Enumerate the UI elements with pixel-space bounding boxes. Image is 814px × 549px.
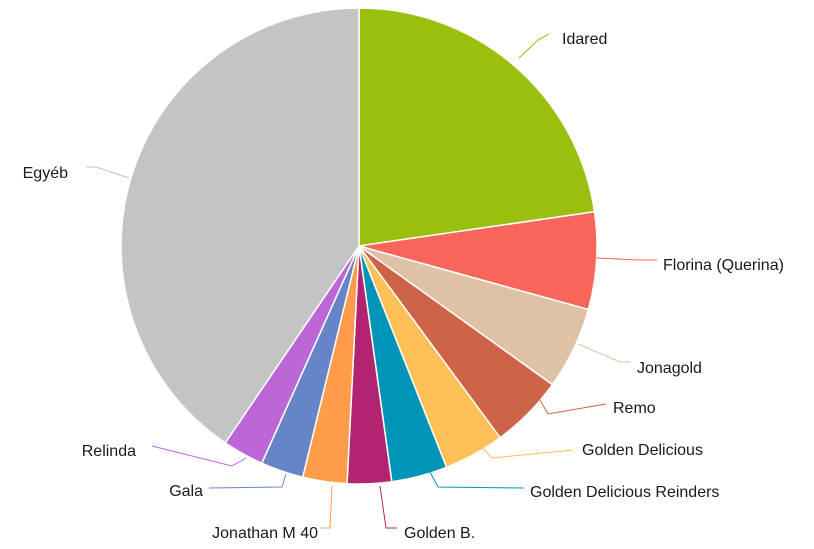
leader-line-golden-delicious-reinders <box>429 471 525 489</box>
slice-label-jonathan-m-40: Jonathan M 40 <box>212 525 318 542</box>
leader-line-jonathan-m-40 <box>321 485 333 529</box>
slice-label-golden-delicious-reinders: Golden Delicious Reinders <box>530 484 719 501</box>
leader-line-golden-delicious <box>481 446 574 459</box>
leader-line-relinda <box>151 445 247 467</box>
slice-labels: Idared Florina (Querina) Jonagold Remo Golde… <box>23 31 784 542</box>
slice-label-golden-b: Golden B. <box>404 525 475 542</box>
leader-line-remo <box>535 392 607 415</box>
slice-label-relinda: Relinda <box>82 443 136 460</box>
leader-lines <box>86 33 657 529</box>
slice-label-florina-querina: Florina (Querina) <box>663 257 784 274</box>
leader-line-jonagold <box>577 343 630 363</box>
pie-slice-egy-b <box>120 7 360 444</box>
leader-line-idared <box>518 33 550 59</box>
slice-label-remo: Remo <box>613 400 656 417</box>
pie-slices <box>120 7 598 485</box>
leader-line-florina-querina <box>595 257 657 261</box>
slice-label-jonagold: Jonagold <box>637 360 702 377</box>
slice-label-golden-delicious: Golden Delicious <box>582 442 703 459</box>
slice-label-gala: Gala <box>169 483 203 500</box>
leader-line-golden-b <box>379 485 397 529</box>
leader-line-gala <box>208 473 287 489</box>
slice-label-egy-b: Egyéb <box>23 165 68 182</box>
pie-slice-idared <box>358 7 596 247</box>
slice-label-idared: Idared <box>562 31 607 48</box>
leader-line-egy-b <box>86 166 130 179</box>
